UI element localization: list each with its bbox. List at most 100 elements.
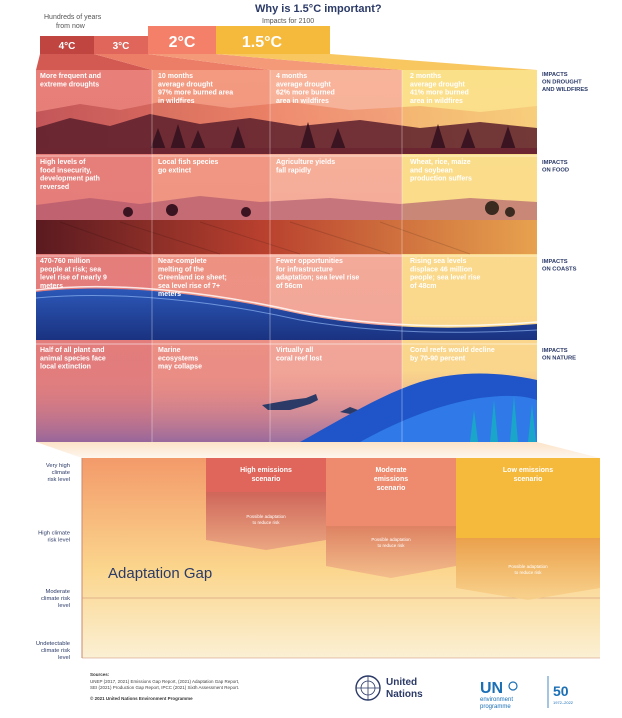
category-label-2: IMPACTS (542, 259, 568, 265)
impact-text-r1-c0: development path (40, 176, 100, 183)
impact-text-r3-c0: Half of all plant and (40, 347, 105, 354)
sources-line-1: UNEP (2017, 2021) Emissions Gap Report, … (90, 679, 239, 684)
anniversary-label: 50 (553, 683, 569, 699)
impact-text-r3-c1: may collapse (158, 364, 202, 371)
fish-icon (340, 407, 358, 414)
impact-text-r2-c0: 470-760 million (40, 258, 90, 265)
impact-text-r0-c1: 97% more burned area (158, 90, 233, 97)
category-label-1: IMPACTS (542, 160, 568, 166)
impact-text-r1-c1: Local fish species (158, 159, 218, 166)
impact-text-r3-c2: Virtually all (276, 347, 313, 354)
impact-text-r2-c1: melting of the (158, 266, 204, 273)
adaptation-low-label: Possible adaptation (508, 564, 548, 569)
tab-1-5c-label: 1.5°C (242, 34, 283, 51)
impact-text-r0-c1: average drought (158, 81, 214, 88)
nature-ocean (36, 370, 537, 442)
impact-text-r0-c1: 10 months (158, 73, 193, 80)
impact-text-r1-c0: reversed (40, 184, 69, 191)
scenario-moderate-name: Moderate (375, 467, 406, 474)
shark-icon (262, 394, 318, 410)
years-label-2: from now (56, 23, 86, 30)
risk-level-label-2: level (58, 603, 70, 609)
adaptation-low-label-2: to reduce risk (514, 570, 542, 575)
impact-text-r2-c3: displace 46 million (410, 266, 472, 273)
tab-connectors (36, 54, 537, 70)
impact-text-r1-c2: Agriculture yields (276, 159, 335, 166)
impact-text-r0-c2: 4 months (276, 73, 307, 80)
risk-level-label-0: risk level (47, 477, 70, 483)
scenario-moderate-name-2: emissions (374, 476, 408, 483)
impact-text-r0-c3: average drought (410, 81, 466, 88)
scenario-moderate-name-3: scenario (377, 485, 406, 492)
unep-logo-line1: environment (480, 697, 513, 703)
wildfire-landscape (36, 100, 537, 154)
category-label-3: IMPACTS (542, 348, 568, 354)
risk-level-label-1: High climate (38, 530, 70, 536)
scenario-high-name-2: scenario (252, 476, 281, 483)
tab-4c-label: 4°C (59, 41, 76, 52)
impact-text-r2-c2: adaptation; sea level rise (276, 275, 359, 282)
impact-text-r0-c3: 2 months (410, 73, 441, 80)
tab-3c-label: 3°C (113, 41, 130, 52)
impact-text-r0-c0: More frequent and (40, 73, 101, 80)
impact-text-r3-c1: Marine (158, 347, 181, 354)
impact-text-r1-c3: and soybean (410, 167, 453, 174)
impact-text-r0-c1: in wildfires (158, 98, 195, 105)
scenario-low-name-2: scenario (514, 476, 543, 483)
impact-text-r2-c0: level rise of nearly 9 (40, 275, 107, 282)
impact-text-r0-c2: average drought (276, 81, 332, 88)
impact-text-r2-c1: Near-complete (158, 258, 207, 265)
impact-text-r1-c1: go extinct (158, 167, 192, 174)
impact-text-r3-c0: local extinction (40, 364, 91, 371)
page-title: Why is 1.5°C important? (255, 3, 382, 15)
impact-text-r0-c0: extreme droughts (40, 81, 99, 88)
coral-icon (470, 396, 536, 442)
risk-level-label-2: Moderate (46, 589, 71, 595)
category-label-0: IMPACTS (542, 72, 568, 78)
adaptation-arrow-moderate (326, 526, 456, 578)
impact-text-r2-c3: Rising sea levels (410, 258, 467, 265)
food-landscape (36, 196, 537, 255)
scenario-low-emissions (456, 458, 600, 538)
unep-globe-icon (508, 681, 518, 691)
tab-1-5c (216, 26, 330, 54)
scenario-high-name: High emissions (240, 467, 292, 474)
adaptation-high-label: Possible adaptation (246, 514, 286, 519)
category-label-0: ON DROUGHT (542, 80, 582, 86)
category-label-2: ON COASTS (542, 267, 577, 273)
tab-2c (148, 26, 216, 54)
impact-text-r3-c0: animal species face (40, 355, 106, 362)
impact-text-r1-c0: High levels of (40, 159, 86, 166)
impact-text-r0-c2: area in wildfires (276, 98, 329, 105)
risk-level-label-3: level (58, 655, 70, 661)
risk-chart: High emissions scenario Possible adaptat… (81, 458, 600, 659)
impact-text-r2-c3: people; sea level rise (410, 275, 481, 282)
impact-text-r2-c2: Fewer opportunities (276, 258, 343, 265)
funnel-connector (36, 442, 600, 458)
tab-3c (94, 36, 148, 54)
impact-text-r1-c2: fall rapidly (276, 167, 311, 174)
tab-4c (40, 36, 94, 54)
impact-text-r0-c3: 41% more burned (410, 90, 469, 97)
footer: Sources: UNEP (2017, 2021) Emissions Gap… (90, 672, 574, 710)
years-label: Hundreds of years (44, 14, 102, 21)
copyright: © 2021 United Nations Environment Progra… (90, 695, 193, 701)
tab-2c-label: 2°C (169, 34, 196, 51)
risk-level-label-0: Very high (46, 463, 70, 469)
impact-text-r1-c3: production suffers (410, 176, 472, 183)
risk-level-label-1: risk level (47, 538, 70, 544)
temperature-tabs: 4°C 3°C 2°C 1.5°C (40, 26, 330, 54)
adaptation-arrow-high (206, 492, 326, 550)
adaptation-moderate-label: Possible adaptation (371, 537, 411, 542)
impact-text-r2-c3: of 48cm (410, 283, 436, 290)
impact-text-r1-c0: food insecurity, (40, 167, 92, 174)
impact-text-r3-c1: ecosystems (158, 355, 198, 362)
un-emblem-icon (355, 675, 381, 701)
page-subtitle: Impacts for 2100 (262, 18, 314, 25)
sources-line-2: SEI (2021) Production Gap Report, IPCC (… (90, 685, 239, 690)
unep-logo-text: UN (480, 680, 503, 697)
